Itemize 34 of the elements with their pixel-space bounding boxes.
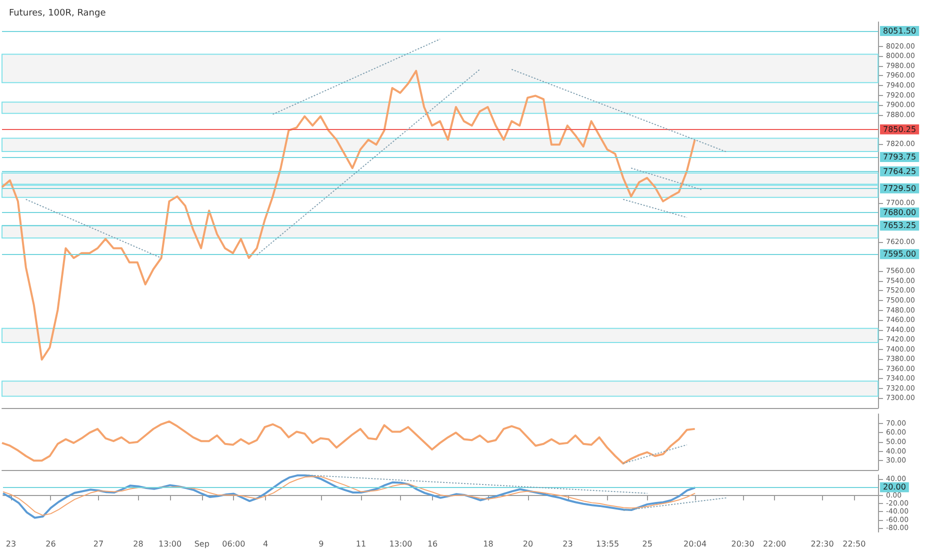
chart-title: Futures, 100R, Range <box>9 8 106 18</box>
x-tick-label: 26 <box>46 540 56 548</box>
line-series <box>1 70 696 361</box>
x-tick-label: 23 <box>6 540 16 548</box>
x-tick-label: 20:30 <box>731 540 754 548</box>
x-tick-label: 9 <box>318 540 324 548</box>
x-tick-label: 20 <box>522 540 534 548</box>
x-tick-label: 27 <box>93 540 104 548</box>
x-tick-label: 16 <box>427 540 438 548</box>
x-tick-label: 13:55 <box>596 540 620 548</box>
ref-line-label: 20.00 <box>883 482 906 492</box>
x-tick-label: 18 <box>483 540 494 548</box>
ref-line-label: 7850.25 <box>883 124 916 134</box>
x-tick-label: 28 <box>133 540 144 548</box>
ref-line-label: 7729.50 <box>883 184 916 193</box>
ref-line-label: 7653.25 <box>883 221 916 230</box>
x-tick-label: 22:30 <box>810 540 834 548</box>
x-tick-label: 20:04 <box>684 540 707 548</box>
ref-line-label: 7764.25 <box>883 166 916 176</box>
x-tick-label: 06:00 <box>222 540 246 548</box>
x-tick-label: 23 <box>562 540 573 548</box>
x-tick-label: 22:00 <box>763 540 786 548</box>
x-tick-label: 22:50 <box>842 540 866 548</box>
x-tick-label: 4 <box>262 540 268 548</box>
x-tick-label: 25 <box>642 540 652 548</box>
x-tick-label: 11 <box>356 540 366 548</box>
ref-line-label: 7793.75 <box>883 152 916 162</box>
ref-line-label: 8051.50 <box>883 26 916 36</box>
x-tick-label: 13:00 <box>389 540 412 548</box>
ref-line-label: 7680.00 <box>883 208 916 218</box>
x-tick-label: Sep <box>194 540 210 548</box>
line-series <box>1 420 696 464</box>
x-tick-label: 13:00 <box>158 540 182 548</box>
ref-line-label: 7595.00 <box>883 250 916 259</box>
